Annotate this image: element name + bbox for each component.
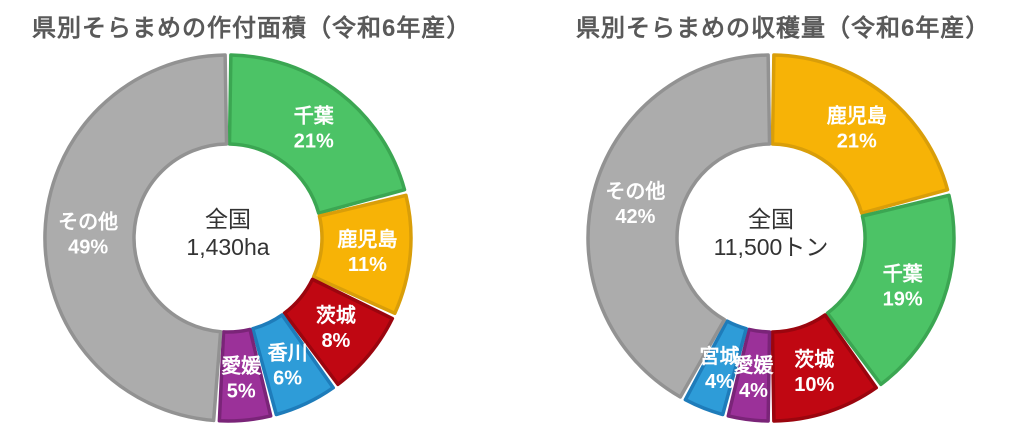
slice-label-other: その他 42% xyxy=(605,179,665,228)
chart-harvest: 県別そらまめの収穫量（令和6年産） 鹿児島 21% 千葉 19% 茨城 10% 愛媛 4% 宮城… xyxy=(508,0,1016,438)
slice-label-chiba: 千葉 21% xyxy=(294,103,335,152)
donut-slice-kagoshima xyxy=(311,193,413,316)
donut-chart-planted-area: 千葉 21% 鹿児島 11% 茨城 8%香川 6%愛媛 5% その他 49% 全国1,430ha xyxy=(43,53,413,423)
donut-slice-other xyxy=(43,53,229,423)
donut-slice-chiba xyxy=(227,53,407,215)
donut-slice-ehime xyxy=(726,327,772,423)
slice-label-chiba: 千葉 19% xyxy=(883,261,924,310)
donut-slice-other xyxy=(586,53,772,399)
chart-title-harvest: 県別そらまめの収穫量（令和6年産） xyxy=(576,15,991,42)
slice-label-ibaraki: 茨城 10% xyxy=(794,347,834,396)
slice-label-kagoshima: 鹿児島 11% xyxy=(337,227,397,276)
center-label-total: 1,430ha xyxy=(186,234,269,260)
donut-slice-kagawa xyxy=(251,313,335,417)
chart-title-planted-area: 県別そらまめの作付面積（令和6年産） xyxy=(32,15,472,42)
slice-label-kagawa: 香川 6% xyxy=(268,342,308,390)
slice-label-miyagi: 宮城 4% xyxy=(700,344,740,393)
donut-slice-miyagi xyxy=(683,319,748,417)
slice-label-kagoshima: 鹿児島 21% xyxy=(827,103,887,152)
donut-slice-kagoshima xyxy=(770,53,950,215)
slice-label-ehime: 愛媛 4% xyxy=(734,353,775,402)
chart-planted-area: 県別そらまめの作付面積（令和6年産） 千葉 21% 鹿児島 11% 茨城 8% 香川 6% 愛媛… xyxy=(32,15,472,423)
donut-slice-ibaraki xyxy=(282,277,395,387)
center-label-region: 全国 xyxy=(205,206,251,232)
slice-label-other: その他 49% xyxy=(58,210,118,259)
center-label-region: 全国 xyxy=(748,206,794,232)
donut-slice-ehime xyxy=(217,327,273,423)
donut-slice-chiba xyxy=(825,193,956,387)
slice-label-ehime: 愛媛 5% xyxy=(221,353,262,402)
center-label-total: 11,500トン xyxy=(714,234,829,260)
donut-slice-ibaraki xyxy=(770,313,878,423)
slice-label-ibaraki: 茨城 8% xyxy=(316,303,356,352)
